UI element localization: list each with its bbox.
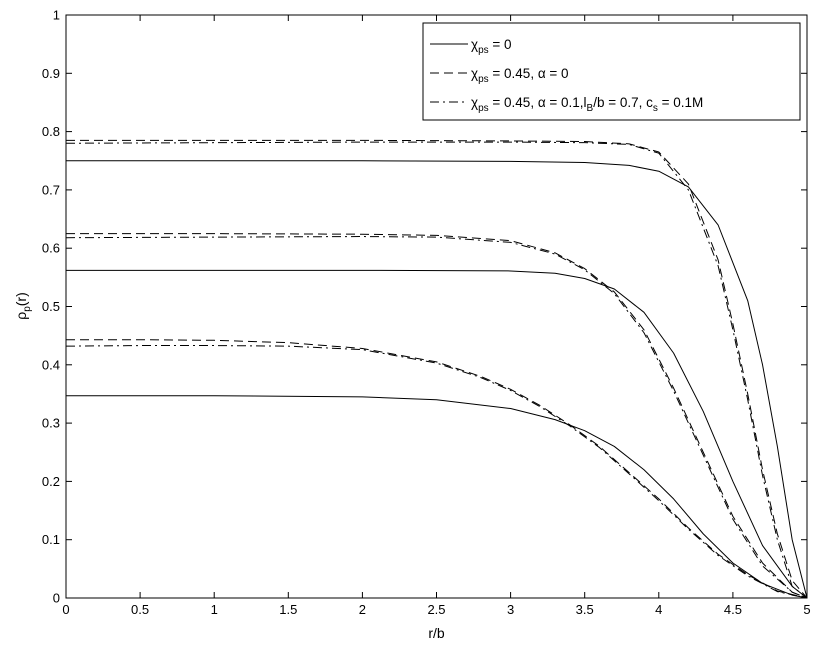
x-tick-label: 4 — [655, 602, 662, 617]
x-tick-label: 5 — [803, 602, 810, 617]
series-line-dashed — [66, 139, 808, 599]
legend-label-sub: s — [653, 103, 658, 114]
y-tick-label: 0.3 — [42, 416, 60, 431]
legend-label-part: χ — [471, 37, 478, 52]
x-axis-label: r/b — [428, 625, 445, 641]
y-axis: 0 0.1 0.2 0.3 0.4 0.5 0.6 0.7 0.8 0.9 1 — [42, 8, 807, 606]
y-axis-label-tail: (r) — [13, 292, 29, 306]
series-line-solid — [66, 395, 808, 599]
y-axis-label-main: ρ — [13, 312, 29, 320]
legend-label: χps = 0 — [471, 37, 512, 56]
legend-box — [422, 22, 801, 121]
y-tick-label: 0.1 — [42, 532, 60, 547]
x-tick-label: 3.5 — [576, 602, 594, 617]
x-tick-label: 1 — [211, 602, 218, 617]
y-tick-label: 0.6 — [42, 241, 60, 256]
legend-label-part: = 0.1M — [658, 95, 703, 110]
legend-label-part: χ — [471, 95, 478, 110]
x-tick-label: 1.5 — [279, 602, 297, 617]
x-tick-label: 0.5 — [131, 602, 149, 617]
series-line-solid — [66, 160, 808, 599]
y-tick-label: 0.4 — [42, 357, 60, 372]
x-tick-label: 4.5 — [724, 602, 742, 617]
legend-label-part: = 0 — [489, 37, 512, 52]
x-tick-label: 2.5 — [427, 602, 445, 617]
y-axis-label: ρp(r) — [13, 292, 33, 320]
x-tick-label: 2 — [359, 602, 366, 617]
series-layer — [65, 139, 808, 599]
y-tick-label: 0.2 — [42, 474, 60, 489]
series-line-solid — [66, 269, 808, 599]
series-line-dashed — [66, 233, 808, 599]
y-tick-label: 1 — [53, 8, 60, 23]
y-tick-label: 0.5 — [42, 299, 60, 314]
legend-label-part: /b = 0.7, c — [593, 95, 653, 110]
legend-label: χps = 0.45, α = 0.1,lB/b = 0.7, cs = 0.1… — [471, 95, 703, 114]
legend-label-part: = 0.45, α = 0.1,l — [489, 95, 587, 110]
y-tick-label: 0.9 — [42, 66, 60, 81]
legend-label-sub: B — [587, 103, 594, 114]
x-tick-label: 0 — [62, 602, 69, 617]
x-tick-label: 3 — [507, 602, 514, 617]
legend-label-sub: ps — [478, 103, 489, 114]
y-tick-label: 0.7 — [42, 182, 60, 197]
legend-label: χps = 0.45, α = 0 — [471, 66, 569, 85]
x-axis: 0 0.5 1 1.5 2 2.5 3 3.5 4 4.5 5 — [62, 15, 811, 617]
series-line-dashdot — [65, 345, 808, 599]
legend-label-part: = 0.45, α = 0 — [489, 66, 569, 81]
legend-label-sub: ps — [478, 74, 489, 85]
y-axis-label-sub: p — [22, 306, 33, 312]
plot-frame — [65, 14, 808, 599]
series-line-dashdot — [65, 141, 808, 599]
legend-label-sub: ps — [478, 45, 489, 56]
legend-label-part: χ — [471, 66, 478, 81]
y-tick-label: 0.8 — [42, 124, 60, 139]
y-tick-label: 0 — [53, 591, 60, 606]
